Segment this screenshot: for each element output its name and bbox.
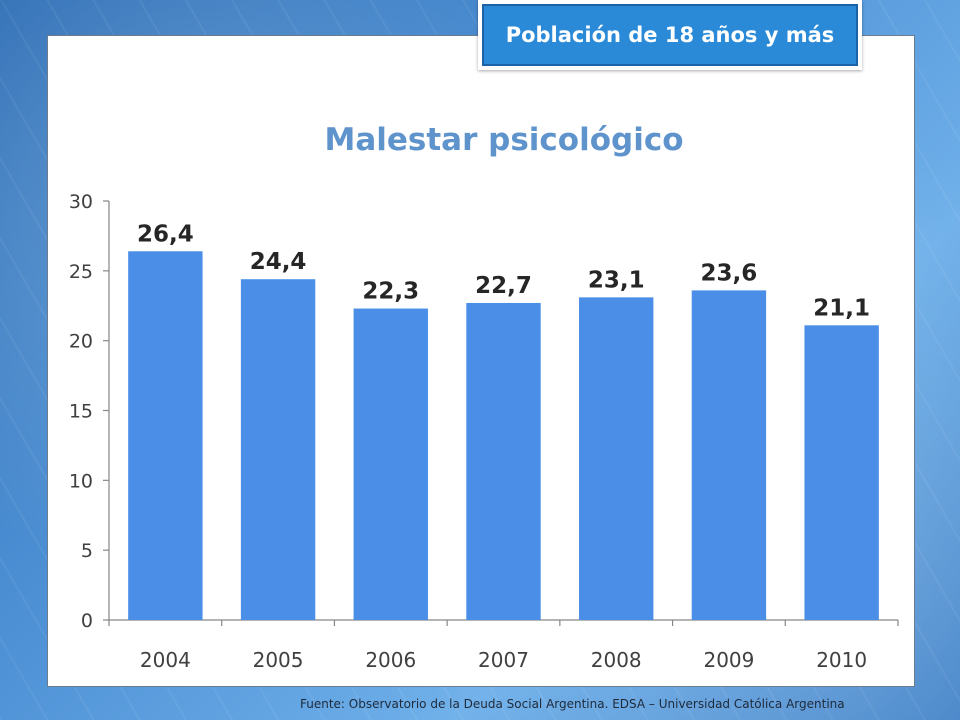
bar-2010 <box>804 325 879 620</box>
data-label-2008: 23,1 <box>588 267 645 293</box>
data-label-2006: 22,3 <box>362 279 419 305</box>
data-labels: 26,4 24,4 22,3 22,7 23,1 23,6 21,1 <box>137 221 870 321</box>
data-label-2010: 21,1 <box>813 295 870 321</box>
data-label-2009: 23,6 <box>701 260 758 286</box>
x-tick-label: 2009 <box>703 648 754 672</box>
x-tick-label: 2005 <box>253 648 304 672</box>
y-tick-label: 30 <box>69 191 93 213</box>
bar-2009 <box>691 290 767 620</box>
y-tick-label: 5 <box>81 540 93 562</box>
bar-2008 <box>579 297 654 620</box>
population-badge: Población de 18 años y más <box>478 0 862 70</box>
y-tick-label: 20 <box>69 331 93 353</box>
bar-2005 <box>240 279 316 620</box>
data-label-2005: 24,4 <box>250 249 307 275</box>
data-label-2004: 26,4 <box>137 221 194 247</box>
y-axis-ticks: 0 5 10 15 20 25 30 <box>69 191 109 632</box>
population-badge-label: Población de 18 años y más <box>482 4 858 66</box>
bar-2004 <box>128 251 203 620</box>
x-tick-label: 2004 <box>140 648 191 672</box>
x-tick-label: 2006 <box>365 648 416 672</box>
x-tick-label: 2008 <box>591 648 642 672</box>
y-tick-label: 10 <box>69 470 93 492</box>
x-axis-ticks: 2004 2005 2006 2007 2008 2009 2010 <box>108 620 899 672</box>
y-tick-label: 25 <box>69 261 93 283</box>
chart-title: Malestar psicológico <box>324 122 683 158</box>
x-tick-label: 2007 <box>478 648 529 672</box>
bars <box>128 251 879 620</box>
bar-2007 <box>466 302 541 620</box>
y-tick-label: 0 <box>81 610 93 632</box>
source-note: Fuente: Observatorio de la Deuda Social … <box>300 697 845 711</box>
bar-2006 <box>353 308 428 620</box>
data-label-2007: 22,7 <box>475 273 532 299</box>
y-tick-label: 15 <box>69 401 93 423</box>
x-tick-label: 2010 <box>816 648 867 672</box>
